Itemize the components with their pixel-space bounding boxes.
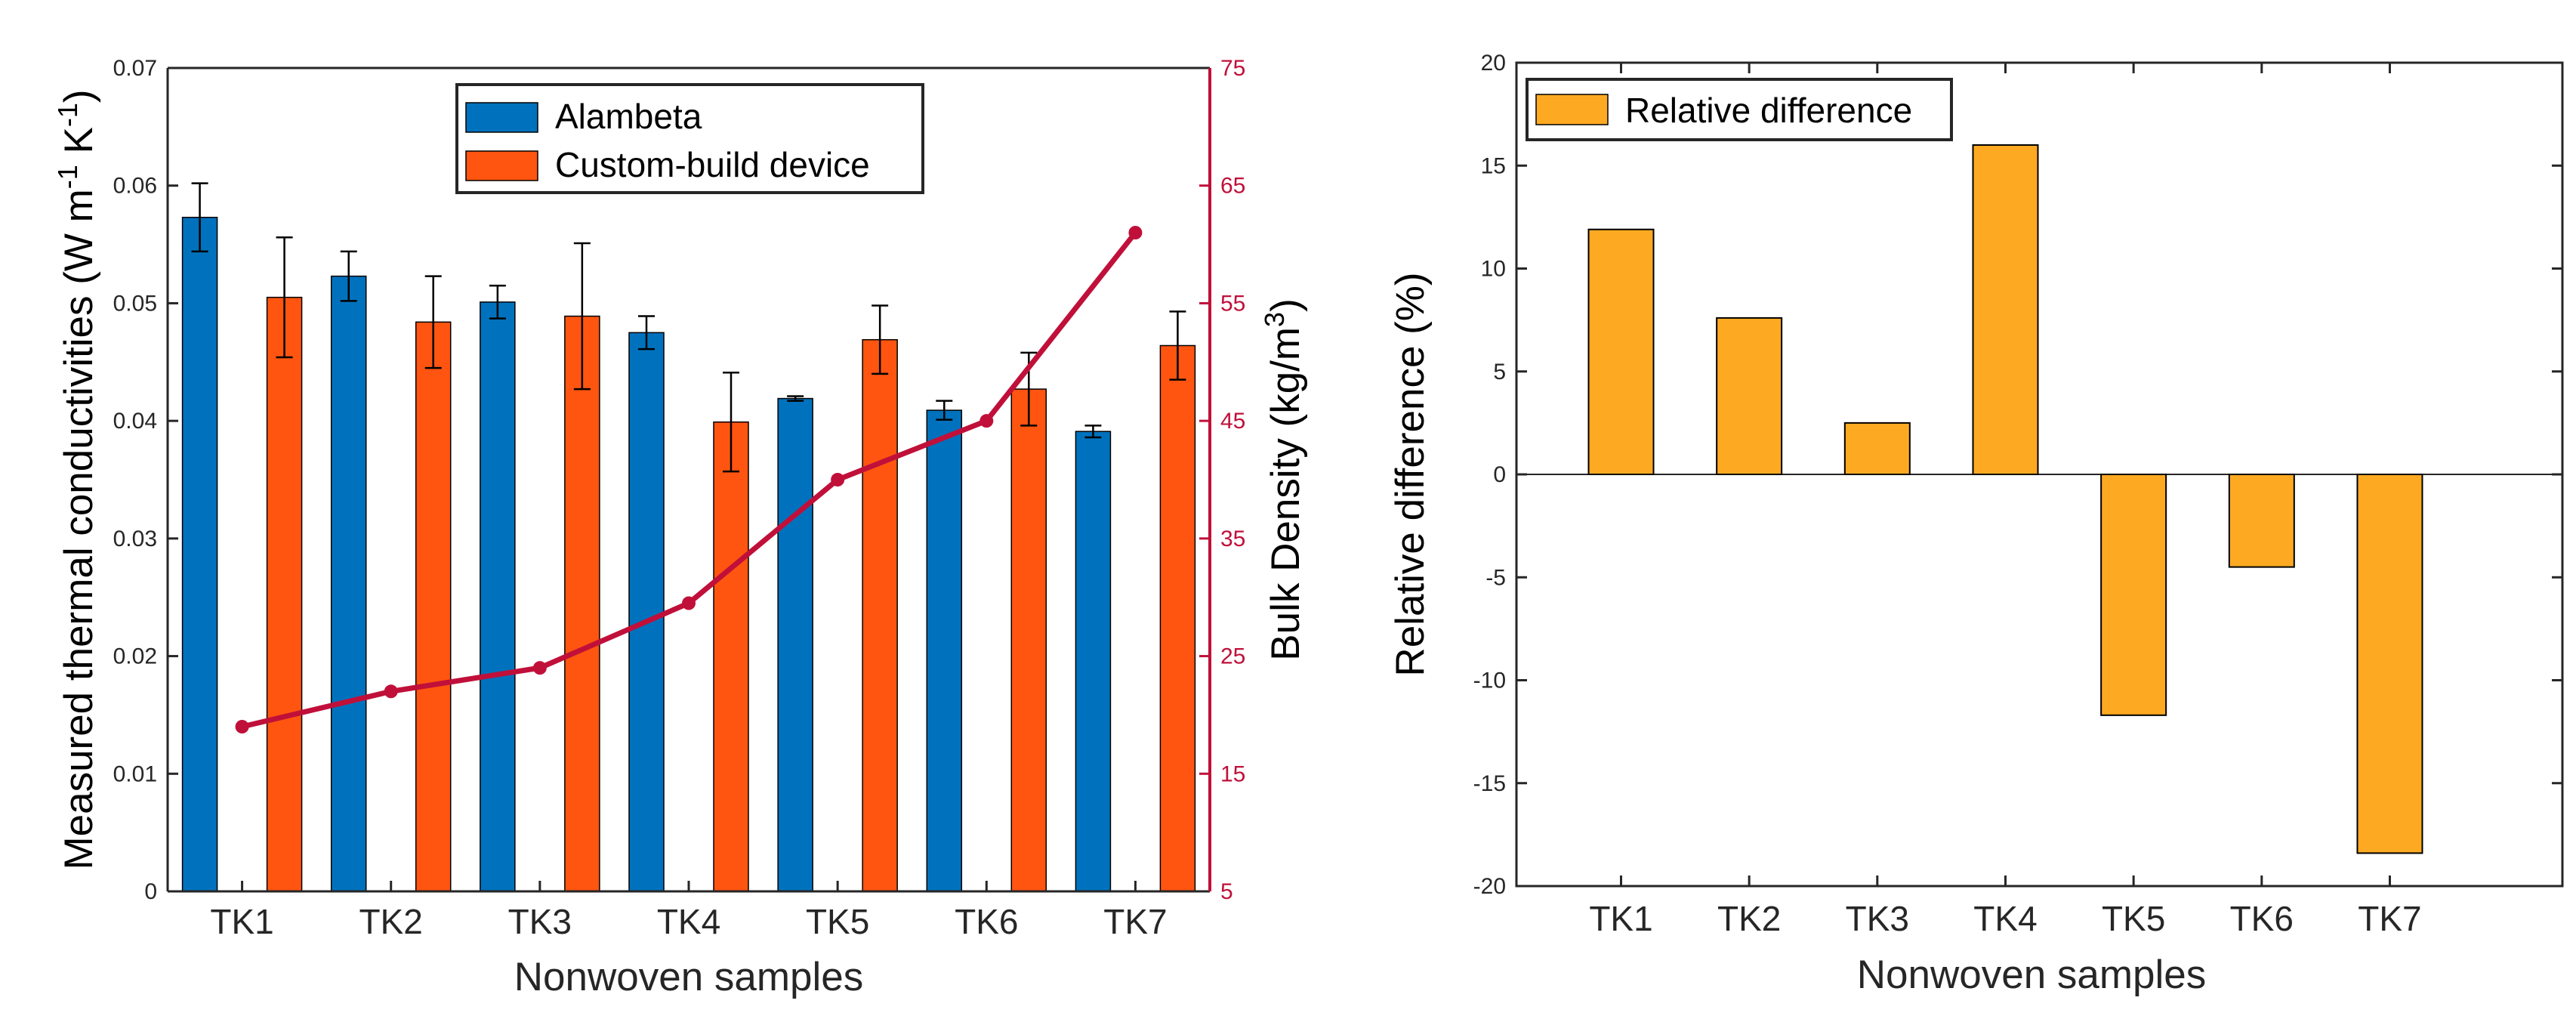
- density-point: [235, 720, 249, 733]
- right-chart-x-axis-label: Nonwoven samples: [1857, 953, 2207, 997]
- right-chart-x-tick-label: TK3: [1846, 899, 1909, 938]
- right-chart-y-axis-label: Relative difference (%): [1388, 272, 1433, 676]
- right-frame: [1515, 61, 2564, 888]
- right-chart-y-tick-label: 10: [1481, 257, 1506, 282]
- left-y-ticks: 0 0.01 0.02 0.03 0.04 0.05 0.06 0.07 5 15 25 35 45 55…: [113, 56, 1246, 904]
- custom-bar: [862, 338, 898, 892]
- right-chart-y-tick-label: 5: [1493, 360, 1506, 384]
- legend-swatch-relative: [1535, 94, 1609, 125]
- relative-difference-bar: [2356, 474, 2423, 854]
- right-legend: Relative difference: [1526, 78, 1953, 141]
- right-chart-x-tick-label: TK6: [2230, 899, 2294, 938]
- left-x-tick-label: TK7: [1103, 902, 1167, 941]
- density-line: [235, 226, 1143, 733]
- left-x-tick-label: TK4: [657, 902, 720, 941]
- density-point: [979, 414, 994, 428]
- right-x-tick-labels: TK1 TK2 TK3 TK4 TK5 TK6 TK7: [1589, 63, 2422, 938]
- right-y-tick-label: 45: [1220, 409, 1245, 434]
- right-chart-x-tick-label: TK1: [1589, 899, 1652, 938]
- custom-bar: [1010, 388, 1047, 892]
- right-chart-y-tick-label: -10: [1473, 669, 1506, 693]
- custom-bar: [266, 296, 303, 892]
- relative-difference-bar: [1716, 317, 1783, 475]
- right-chart-y-tick-label: -5: [1485, 565, 1506, 590]
- density-point: [532, 661, 547, 675]
- legend-swatch-custom: [465, 150, 538, 181]
- density-point: [1128, 226, 1143, 239]
- legend-label-alambeta: Alambeta: [555, 97, 702, 136]
- right-chart-y-tick-label: -15: [1473, 771, 1506, 796]
- custom-bar: [713, 421, 749, 892]
- left-x-axis-label: Nonwoven samples: [514, 955, 864, 999]
- left-x-tick-label: TK6: [955, 902, 1018, 941]
- right-chart-x-tick-label: TK5: [2102, 899, 2165, 938]
- relative-difference-bar: [1843, 422, 1911, 475]
- legend-label-relative: Relative difference: [1625, 91, 1912, 130]
- alambeta-bar: [926, 409, 963, 892]
- right-y-tick-label: 25: [1220, 644, 1245, 669]
- alambeta-bar: [1075, 431, 1112, 892]
- left-x-tick-label: TK1: [210, 902, 273, 941]
- left-y-tick-label: 0.05: [113, 291, 157, 316]
- relative-difference-bar: [1972, 144, 2039, 475]
- legend-swatch-alambeta: [465, 102, 538, 133]
- left-y-tick-label: 0: [144, 879, 157, 904]
- right-chart-y-tick-label: 15: [1481, 153, 1506, 178]
- right-y-tick-label: 35: [1220, 527, 1245, 551]
- density-point: [682, 596, 696, 610]
- left-y-tick-label: 0.03: [113, 527, 157, 551]
- custom-bar: [415, 321, 452, 892]
- right-chart-x-tick-label: TK2: [1717, 899, 1781, 938]
- density-point: [384, 684, 398, 699]
- density-point: [831, 473, 845, 486]
- custom-bar: [1159, 344, 1196, 892]
- right-y-axis-label: Bulk Density (kg/m3): [1259, 298, 1308, 660]
- left-x-tick-label: TK2: [359, 902, 423, 941]
- alambeta-bar: [777, 397, 813, 892]
- relative-difference-bar: [1587, 228, 1655, 475]
- legend-label-custom: Custom-build device: [555, 145, 870, 184]
- right-chart-y-tick-label: 20: [1481, 51, 1506, 76]
- alambeta-bar: [330, 275, 367, 892]
- right-bars: [1587, 144, 2423, 854]
- custom-bar: [564, 315, 600, 892]
- left-x-tick-labels: TK1 TK2 TK3 TK4 TK5 TK6 TK7: [210, 881, 1168, 941]
- alambeta-bar: [181, 217, 218, 892]
- right-y-tick-label: 55: [1220, 291, 1245, 316]
- alambeta-bar: [480, 301, 516, 892]
- right-y-tick-label: 15: [1220, 761, 1245, 786]
- left-y-tick-label: 0.04: [113, 409, 157, 434]
- relative-difference-bar: [2100, 474, 2167, 716]
- alambeta-bar: [628, 332, 665, 892]
- right-chart-y-tick-label: -20: [1473, 874, 1506, 899]
- left-y-tick-label: 0.06: [113, 174, 157, 199]
- left-y-tick-label: 0.07: [113, 56, 157, 81]
- right-chart-y-tick-label: 0: [1493, 462, 1506, 487]
- right-y-tick-label: 65: [1220, 174, 1245, 199]
- left-x-tick-label: TK3: [508, 902, 572, 941]
- left-x-tick-label: TK5: [806, 902, 869, 941]
- left-y-tick-label: 0.01: [113, 761, 157, 786]
- right-y-tick-label: 75: [1220, 56, 1245, 81]
- right-chart-x-tick-label: TK4: [1973, 899, 2037, 938]
- right-y-tick-label: 5: [1220, 879, 1233, 904]
- left-y-axis-label: Measured thermal conductivities (W m-1 K…: [52, 89, 101, 869]
- left-legend: Alambeta Custom-build device: [455, 83, 924, 194]
- left-chart: 0 0.01 0.02 0.03 0.04 0.05 0.06 0.07 5 15 25 35 45 55…: [52, 56, 1308, 999]
- relative-difference-bar: [2228, 474, 2295, 568]
- left-y-tick-label: 0.02: [113, 644, 157, 669]
- right-chart-x-tick-label: TK7: [2358, 899, 2421, 938]
- left-bars: [181, 182, 1196, 892]
